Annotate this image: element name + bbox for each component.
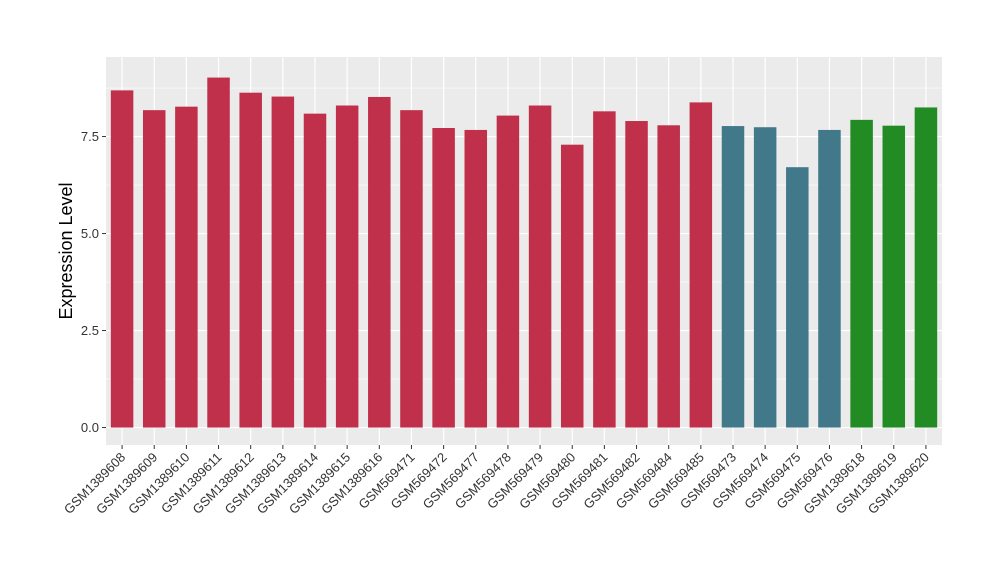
bar-GSM569478 — [496, 115, 520, 428]
bars — [110, 77, 938, 428]
bar-GSM569479 — [528, 105, 552, 428]
bar-GSM1389608 — [110, 90, 134, 428]
y-tick-label: 5.0 — [81, 226, 99, 241]
bar-GSM569472 — [432, 128, 455, 428]
bar-GSM569471 — [400, 110, 423, 428]
bar-GSM1389619 — [882, 125, 906, 428]
bar-GSM1389612 — [239, 92, 262, 428]
y-tick-label: 0.0 — [81, 420, 99, 435]
bar-GSM569485 — [689, 102, 713, 428]
bar-GSM1389618 — [850, 119, 873, 428]
y-tick-label: 7.5 — [81, 129, 99, 144]
bar-GSM569482 — [625, 121, 648, 428]
bar-GSM1389609 — [142, 110, 166, 428]
bar-GSM1389615 — [335, 105, 359, 428]
bar-GSM569477 — [464, 129, 488, 428]
y-tick-label: 2.5 — [81, 323, 99, 338]
bar-GSM569474 — [753, 127, 777, 428]
bar-GSM569480 — [560, 144, 584, 428]
bar-GSM1389613 — [271, 96, 295, 428]
plot-panel — [106, 57, 942, 445]
bar-GSM569484 — [657, 125, 680, 428]
bar-GSM1389620 — [914, 107, 938, 428]
bar-GSM569476 — [818, 129, 841, 428]
y-axis-title: Expression Level — [56, 182, 76, 319]
bar-GSM569473 — [721, 126, 745, 428]
bar-GSM569481 — [593, 111, 616, 428]
bar-GSM1389611 — [207, 77, 230, 428]
bar-GSM1389616 — [368, 96, 391, 428]
bar-GSM1389610 — [175, 106, 198, 428]
bar-GSM569475 — [786, 167, 809, 428]
bar-GSM1389614 — [303, 113, 327, 428]
